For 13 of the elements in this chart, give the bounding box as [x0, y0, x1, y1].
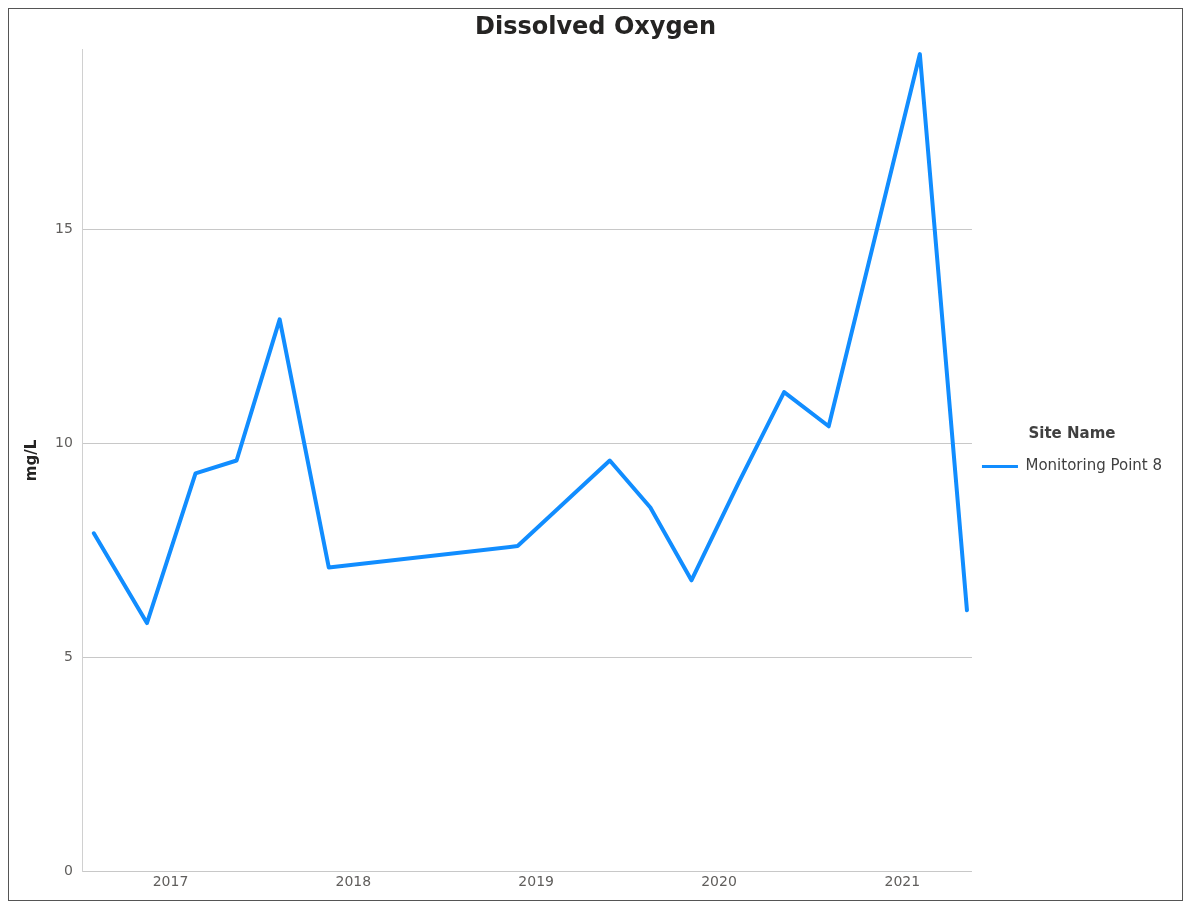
x-tick-label: 2019: [518, 873, 554, 890]
y-axis-title: mg/L: [21, 439, 40, 482]
x-tick-label: 2021: [884, 873, 921, 890]
x-tick-label: 2018: [335, 873, 372, 890]
x-tick-label: 2020: [701, 873, 737, 890]
y-tick-label: 10: [54, 434, 73, 451]
legend-title: Site Name: [1028, 424, 1116, 443]
legend-label: Monitoring Point 8: [1025, 456, 1163, 475]
x-tick-label: 2017: [152, 873, 189, 890]
chart-title: Dissolved Oxygen: [475, 11, 716, 40]
y-tick-label: 5: [63, 647, 73, 664]
y-tick-label: 0: [63, 861, 73, 878]
y-tick-label: 15: [54, 220, 73, 237]
